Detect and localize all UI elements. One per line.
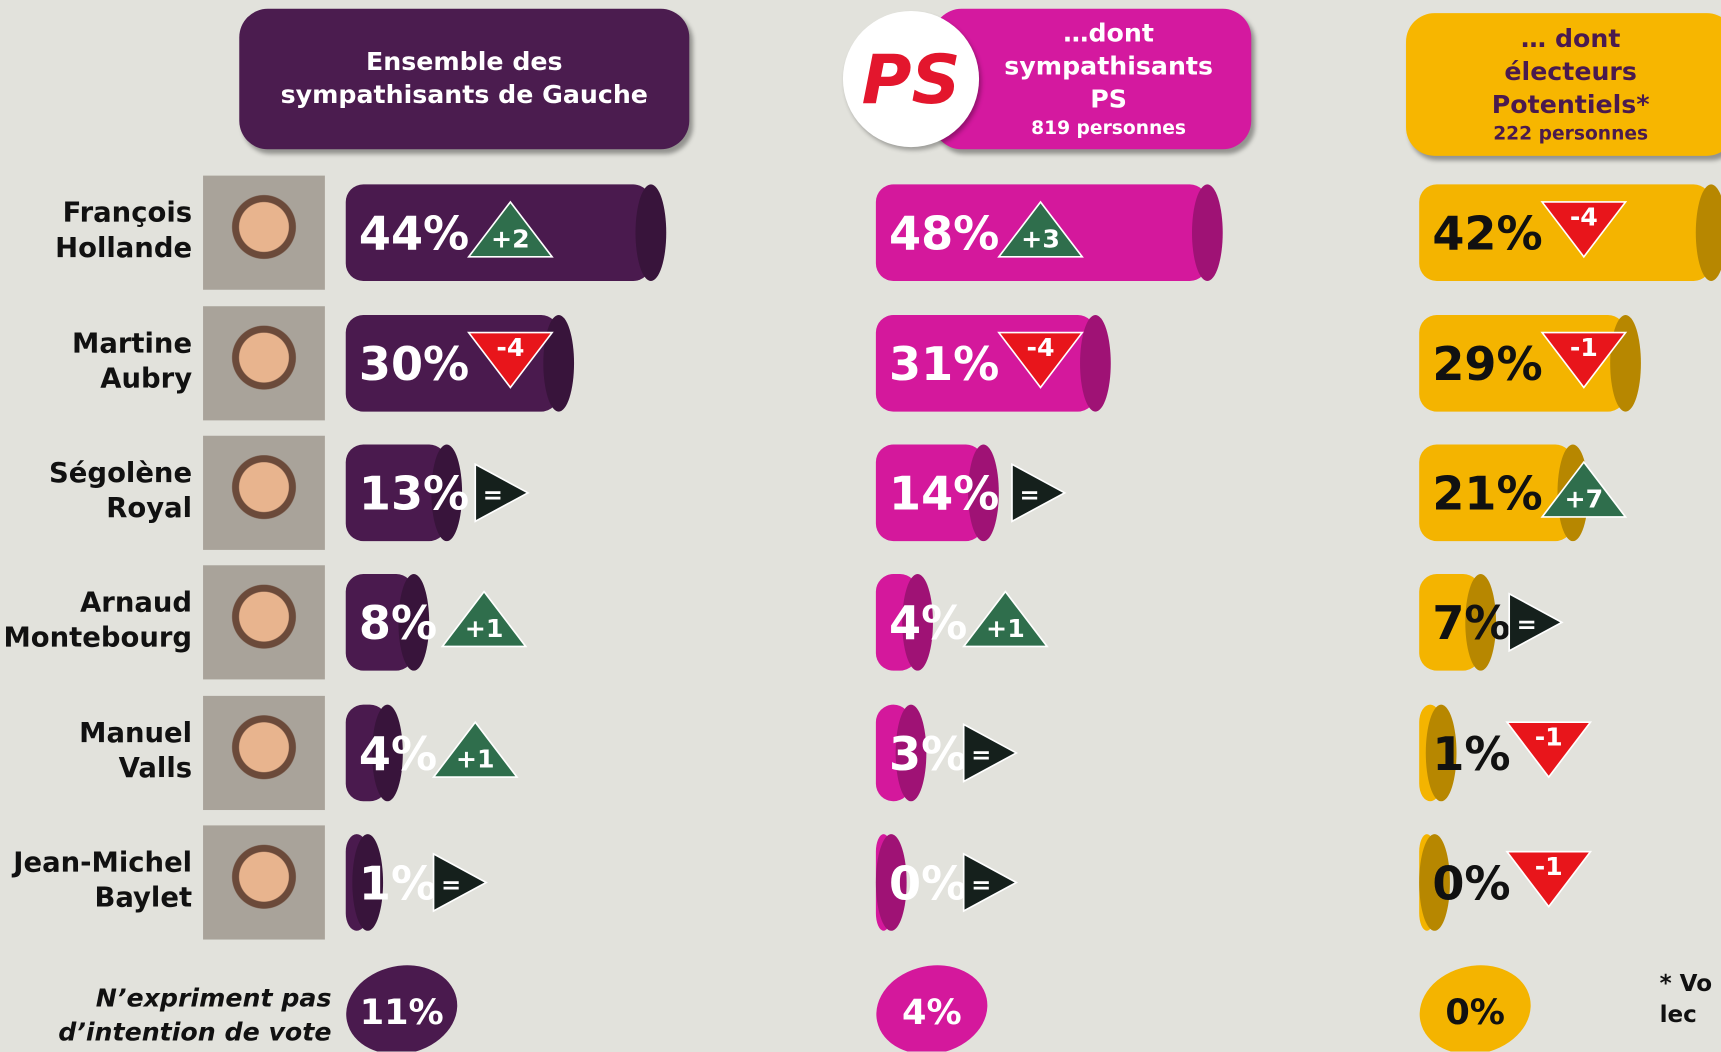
change-label: +1	[456, 745, 495, 774]
change-label: -1	[1535, 852, 1563, 881]
infographic: Ensemble des sympathisants de Gauche …do…	[0, 0, 1721, 1052]
value-label: 48%	[889, 207, 999, 261]
bar-cap	[1080, 315, 1111, 412]
bar-group: 4%	[346, 705, 437, 802]
value-label: 21%	[1432, 467, 1542, 521]
bar-cap	[1610, 315, 1641, 412]
value-label: 0%	[889, 856, 967, 910]
no-opinion-value: 11%	[360, 992, 444, 1033]
value-label: 29%	[1432, 337, 1542, 391]
bar-group: 7%	[1419, 574, 1510, 671]
bar-group: 8%	[346, 574, 437, 671]
value-label: 42%	[1432, 207, 1542, 261]
bar-cap	[636, 184, 667, 281]
bar-group: 30%	[346, 315, 574, 412]
change-label: =	[971, 741, 991, 769]
change-label: +1	[465, 614, 504, 643]
bar-group: 3%	[876, 705, 967, 802]
value-label: 7%	[1432, 596, 1510, 650]
value-label: 31%	[889, 337, 999, 391]
bar-group: 14%	[876, 445, 999, 542]
change-label: =	[1019, 481, 1039, 509]
bar-group: 13%	[346, 445, 469, 542]
no-opinion-value: 4%	[902, 992, 962, 1033]
change-label: -4	[496, 333, 524, 362]
bar-group: 1%	[346, 834, 437, 931]
value-label: 14%	[889, 467, 999, 521]
change-label: +3	[1021, 224, 1060, 253]
bar-group: 0%	[876, 834, 967, 931]
value-label: 4%	[889, 596, 967, 650]
change-label: -4	[1570, 202, 1598, 231]
value-label: 0%	[1432, 856, 1510, 910]
value-label: 1%	[1432, 727, 1510, 781]
change-label: =	[441, 871, 461, 899]
change-label: +1	[986, 614, 1025, 643]
value-label: 44%	[359, 207, 469, 261]
value-label: 13%	[359, 467, 469, 521]
change-label: -4	[1027, 333, 1055, 362]
value-label: 30%	[359, 337, 469, 391]
bar-group: 0%	[1419, 834, 1510, 931]
value-label: 8%	[359, 596, 437, 650]
bars: 44%+230%-413%=8%+14%+11%=11%48%+331%-414…	[0, 0, 1721, 1052]
bar-cap	[1192, 184, 1223, 281]
change-label: -1	[1535, 723, 1563, 752]
bar-group: 31%	[876, 315, 1111, 412]
change-label: =	[1517, 611, 1537, 639]
change-label: +2	[491, 224, 530, 253]
no-opinion-value: 0%	[1445, 992, 1505, 1033]
bar-cap	[543, 315, 574, 412]
bar-group: 1%	[1419, 705, 1510, 802]
bar-group: 29%	[1419, 315, 1641, 412]
change-label: -1	[1570, 333, 1598, 362]
bar-group: 4%	[876, 574, 967, 671]
value-label: 1%	[359, 856, 437, 910]
change-label: =	[483, 481, 503, 509]
change-label: =	[971, 871, 991, 899]
change-label: +7	[1564, 485, 1603, 514]
value-label: 3%	[889, 727, 967, 781]
value-label: 4%	[359, 727, 437, 781]
